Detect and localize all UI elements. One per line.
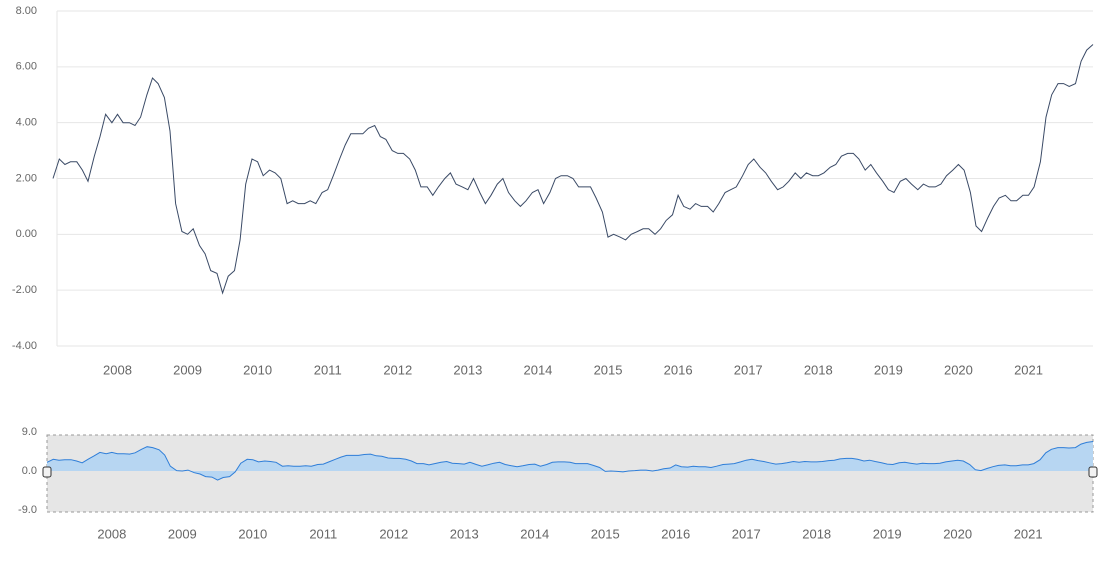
navigator-x-tick-label: 2012: [379, 526, 408, 541]
y-tick-label: 4.00: [16, 117, 37, 129]
navigator-line: [46, 441, 1094, 481]
x-tick-label: 2021: [1014, 362, 1043, 377]
navigator-y-tick-label: 0.0: [22, 465, 37, 477]
navigator-x-tick-label: 2021: [1014, 526, 1043, 541]
x-tick-label: 2016: [664, 362, 693, 377]
navigator-x-tick-label: 2015: [591, 526, 620, 541]
y-tick-label: -4.00: [12, 340, 37, 352]
x-tick-label: 2014: [523, 362, 552, 377]
navigator-handle[interactable]: [1088, 466, 1098, 478]
navigator-x-tick-label: 2017: [732, 526, 761, 541]
x-tick-label: 2009: [173, 362, 202, 377]
navigator-x-tick-label: 2014: [520, 526, 549, 541]
y-tick-label: -2.00: [12, 284, 37, 296]
navigator-x-tick-label: 2019: [873, 526, 902, 541]
y-tick-label: 2.00: [16, 172, 37, 184]
x-tick-label: 2017: [734, 362, 763, 377]
x-tick-label: 2012: [383, 362, 412, 377]
x-tick-label: 2008: [103, 362, 132, 377]
navigator-y-tick-label: -9.0: [18, 504, 37, 516]
navigator-area: [47, 441, 1093, 481]
navigator-x-tick-label: 2018: [802, 526, 831, 541]
x-tick-label: 2018: [804, 362, 833, 377]
x-tick-label: 2011: [314, 362, 342, 377]
navigator-handle[interactable]: [42, 466, 52, 478]
y-tick-label: 6.00: [16, 61, 37, 73]
navigator-x-tick-label: 2016: [661, 526, 690, 541]
data-line: [52, 44, 1094, 295]
x-tick-label: 2013: [453, 362, 482, 377]
y-tick-label: 8.00: [16, 5, 37, 17]
x-tick-label: 2020: [944, 362, 973, 377]
x-tick-label: 2019: [874, 362, 903, 377]
x-tick-label: 2010: [243, 362, 272, 377]
y-tick-label: 0.00: [16, 228, 37, 240]
x-tick-label: 2015: [594, 362, 623, 377]
navigator-x-tick-label: 2009: [168, 526, 197, 541]
navigator-y-tick-label: 9.0: [22, 426, 37, 438]
navigator-x-tick-label: 2011: [309, 526, 337, 541]
navigator-x-tick-label: 2020: [943, 526, 972, 541]
navigator-x-tick-label: 2010: [238, 526, 267, 541]
navigator-x-tick-label: 2013: [450, 526, 479, 541]
navigator-x-tick-label: 2008: [97, 526, 126, 541]
